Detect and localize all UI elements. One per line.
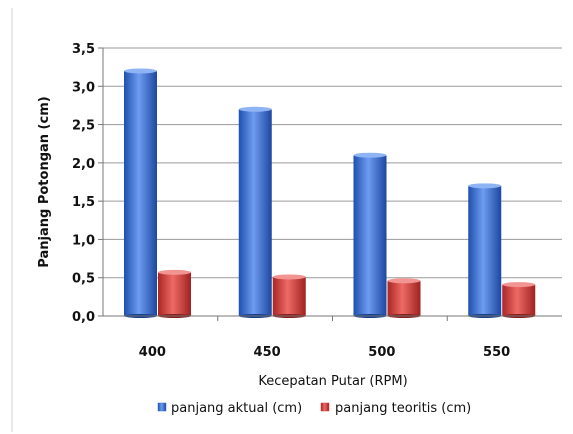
y-tick-label: 1,5 (72, 195, 95, 210)
bar-cap-aktual-500 (353, 152, 387, 158)
bar-teoritis-400 (158, 272, 191, 316)
bar-cap-teoritis-400 (158, 269, 191, 275)
x-axis-title: Kecepatan Putar (RPM) (258, 374, 407, 389)
bars (124, 68, 536, 318)
y-tick-label: 2,0 (72, 157, 95, 172)
x-tick-labels: 400 450 500 550 (139, 345, 510, 360)
axes (102, 48, 562, 321)
bar-aktual-400 (124, 70, 157, 316)
bar-cap-teoritis-500 (387, 278, 421, 284)
y-tick-label: 0,0 (72, 310, 95, 325)
y-tick-label: 2,5 (72, 119, 95, 134)
legend-swatch-aktual (157, 402, 167, 412)
bar-cap-teoritis-450 (272, 274, 306, 280)
y-axis-title: Panjang Potongan (cm) (37, 96, 52, 267)
x-tick-label: 550 (483, 345, 510, 360)
bar-teoritis-450 (272, 276, 306, 316)
y-tick-label: 0,5 (72, 272, 95, 287)
bar-cap-aktual-400 (124, 68, 157, 74)
bar-cap-aktual-550 (468, 183, 502, 189)
y-tick-label: 1,0 (72, 233, 95, 248)
legend-swatch-teoritis (320, 402, 330, 412)
legend-label-aktual: panjang aktual (cm) (171, 401, 302, 416)
bar-aktual-450 (238, 109, 272, 316)
bar-teoritis-500 (387, 280, 421, 316)
y-tick-labels: 0,0 0,5 1,0 1,5 2,0 2,5 3,0 3,5 (72, 42, 95, 325)
bar-aktual-550 (468, 185, 502, 316)
x-tick-label: 400 (139, 345, 166, 360)
legend-label-teoritis: panjang teoritis (cm) (335, 401, 471, 416)
x-tick-label: 500 (368, 345, 395, 360)
bar-cap-teoritis-550 (502, 282, 536, 288)
bar-aktual-500 (353, 155, 387, 316)
bar-cap-aktual-450 (238, 106, 272, 112)
legend: panjang aktual (cm) panjang teoritis (cm) (157, 401, 471, 416)
bar-teoritis-550 (502, 284, 536, 316)
y-tick-label: 3,0 (72, 80, 95, 95)
x-tick-label: 450 (254, 345, 281, 360)
y-tick-label: 3,5 (72, 42, 95, 57)
